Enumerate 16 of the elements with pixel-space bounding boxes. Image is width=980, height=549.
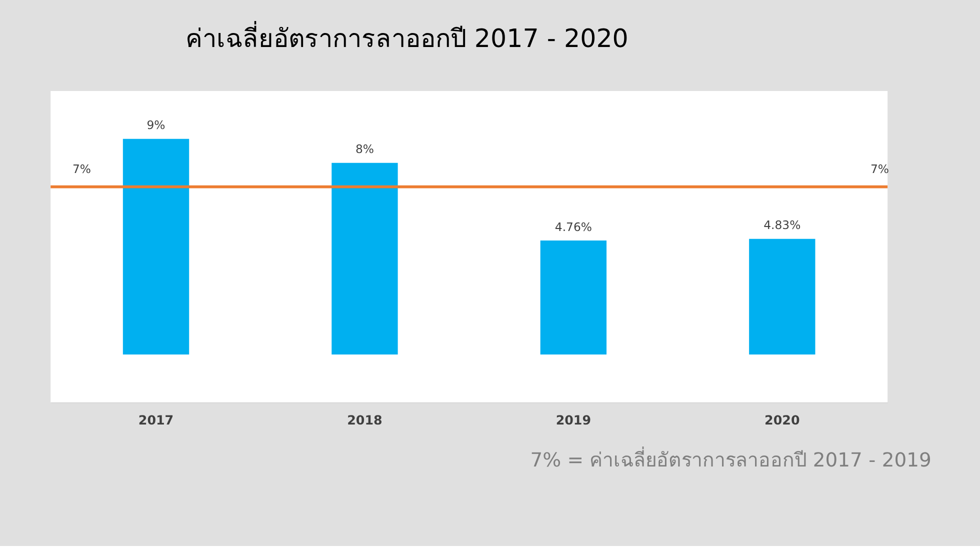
- bar: [332, 162, 398, 355]
- text: 7%: [870, 162, 890, 176]
- data-label: 9%: [146, 118, 166, 132]
- text: 7% = ค่าเฉลี่ยอัตราการลาออกปี 2017 - 2019: [530, 446, 932, 472]
- data-label: 4.76%: [554, 220, 592, 234]
- bar: [122, 138, 190, 355]
- data-label: 4.83%: [764, 218, 801, 232]
- bar: [749, 238, 816, 355]
- ref-line-label: 7%: [72, 162, 91, 176]
- x-tick-label: 2018: [347, 412, 383, 428]
- data-label: 8%: [355, 142, 374, 156]
- x-tick-label: 2019: [556, 412, 592, 428]
- x-tick-label: 2017: [138, 412, 174, 428]
- x-tick-label: 2020: [764, 412, 800, 428]
- bar: [540, 240, 607, 355]
- chart-title: ค่าเฉลี่ยอัตราการลาออกปี 2017 - 2020: [185, 21, 628, 54]
